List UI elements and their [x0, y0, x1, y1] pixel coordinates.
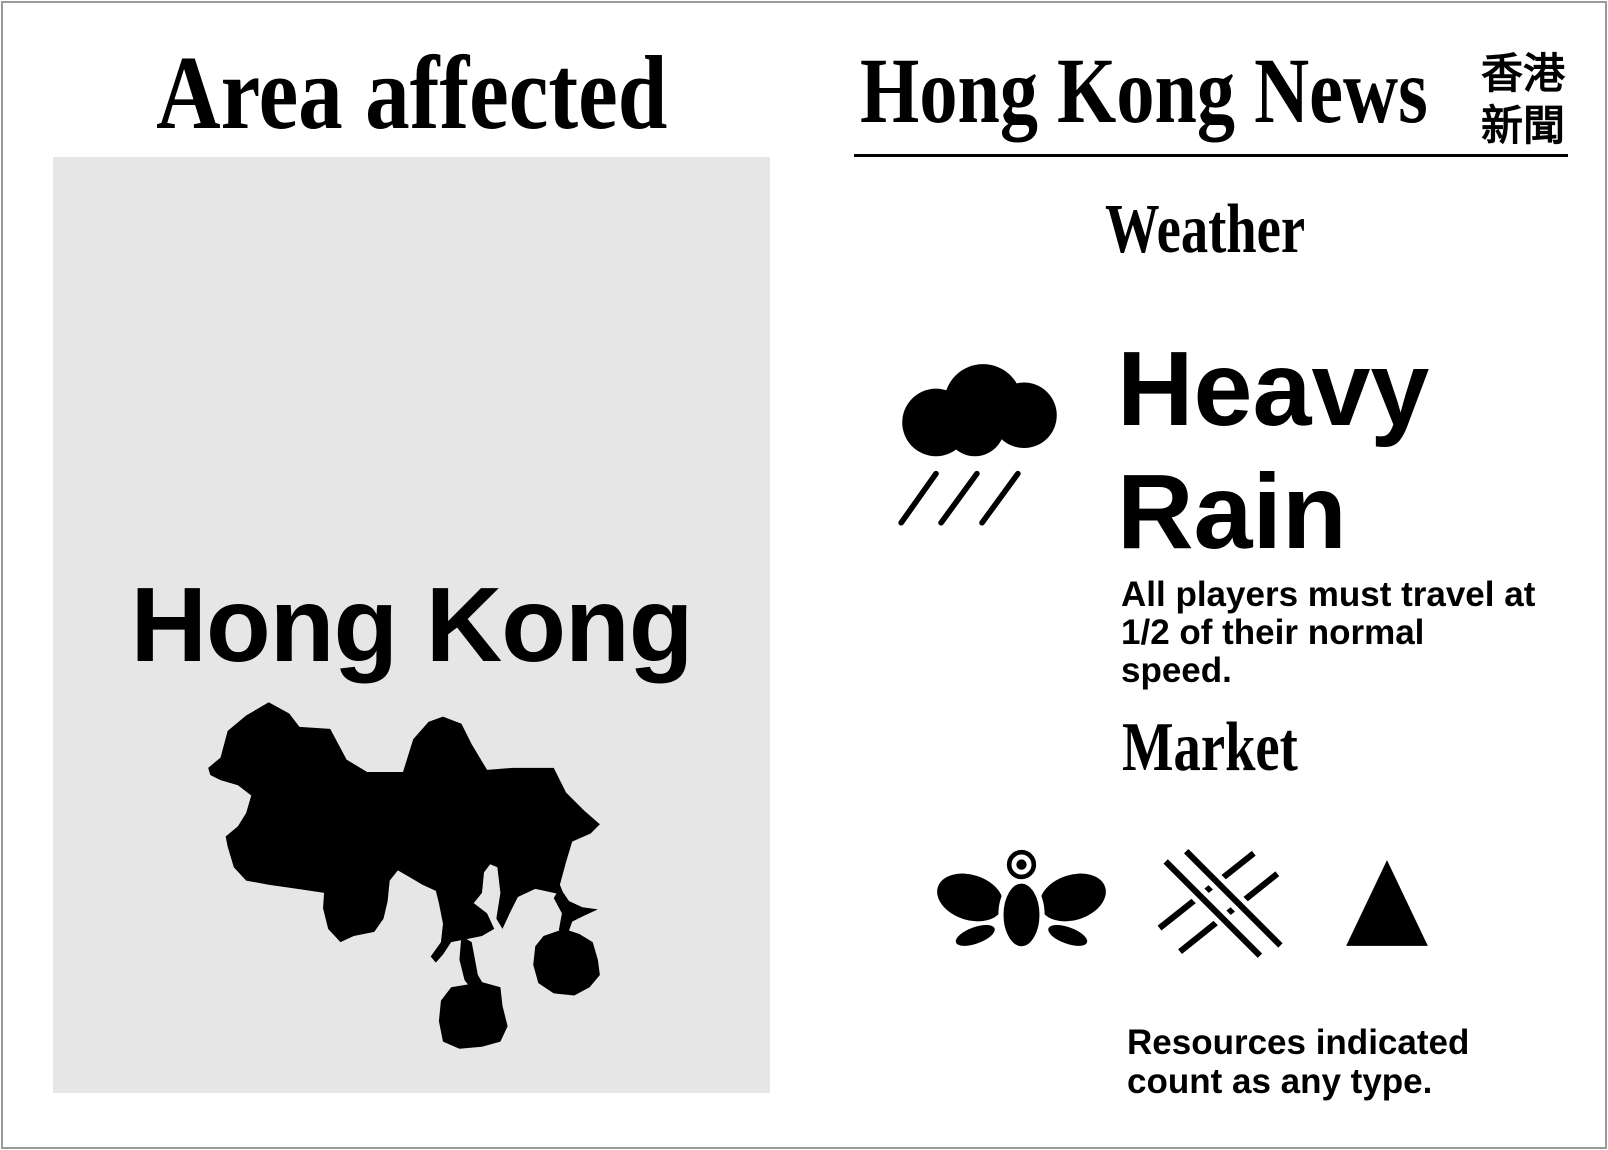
news-title-chinese: 香港 新聞 — [1481, 48, 1565, 152]
news-title-chinese-line: 香港 — [1481, 49, 1566, 98]
rain-cloud-icon — [898, 364, 1057, 526]
news-title: Hong Kong News — [860, 40, 1428, 143]
map-peninsula — [459, 935, 485, 990]
title-divider — [854, 154, 1568, 157]
hong-kong-map-icon — [208, 702, 600, 1049]
weather-effect-text: All players must travel at 1/2 of their … — [1121, 576, 1535, 690]
market-heading: Market — [1122, 709, 1298, 786]
weather-effect-line: speed. — [1121, 651, 1232, 690]
weather-effect-line: All players must travel at — [1121, 575, 1536, 614]
crosshatch-icon — [1157, 847, 1285, 960]
market-effect-line: Resources indicated — [1127, 1023, 1470, 1062]
triangle-icon — [1346, 860, 1428, 946]
weather-effect-line: 1/2 of their normal — [1121, 613, 1425, 652]
weather-condition-line: Heavy — [1117, 330, 1430, 448]
market-effect-text: Resources indicated count as any type. — [1127, 1023, 1469, 1101]
market-effect-line: count as any type. — [1127, 1062, 1433, 1101]
area-name: Hong Kong — [130, 566, 693, 684]
weather-condition: Heavy Rain — [1117, 328, 1429, 574]
area-affected-heading: Area affected — [155, 34, 668, 151]
map-right-island — [533, 928, 600, 996]
news-title-chinese-line: 新聞 — [1481, 101, 1566, 150]
moth-icon — [937, 849, 1106, 952]
map-right-strip — [553, 887, 598, 936]
map-mainland — [208, 702, 600, 963]
weather-heading: Weather — [1105, 191, 1306, 268]
map-lower-island — [438, 982, 508, 1049]
weather-condition-line: Rain — [1117, 453, 1347, 571]
map-panel — [53, 157, 770, 1093]
